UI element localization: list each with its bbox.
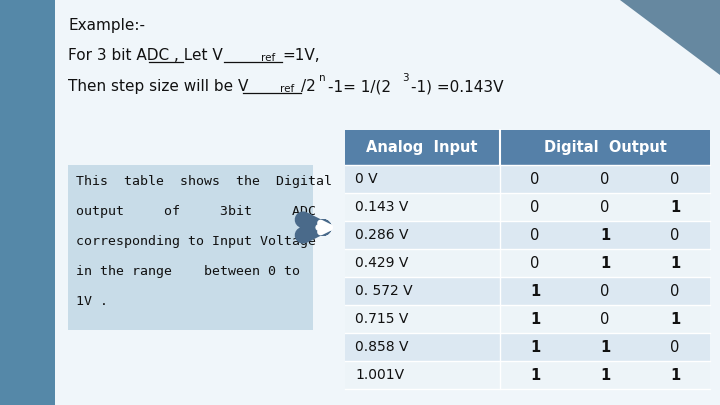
Text: 0: 0 <box>531 256 540 271</box>
Text: 0: 0 <box>600 171 610 186</box>
Text: 1: 1 <box>600 256 610 271</box>
Text: corresponding to Input Voltage: corresponding to Input Voltage <box>76 235 316 248</box>
Text: 0 V: 0 V <box>355 172 377 186</box>
Text: 0: 0 <box>670 228 680 243</box>
Bar <box>345 249 710 277</box>
Text: For 3 bit ADC , Let V: For 3 bit ADC , Let V <box>68 48 222 63</box>
Bar <box>345 277 710 305</box>
Text: in the range    between 0 to: in the range between 0 to <box>76 265 300 278</box>
Text: Example:-: Example:- <box>68 18 145 33</box>
Text: Digital  Output: Digital Output <box>544 140 667 155</box>
Text: 1: 1 <box>670 367 680 382</box>
Bar <box>345 193 710 221</box>
Text: ref: ref <box>261 53 275 63</box>
Text: 1: 1 <box>530 311 540 326</box>
Polygon shape <box>620 0 720 75</box>
Bar <box>345 333 710 361</box>
Text: 0. 572 V: 0. 572 V <box>355 284 413 298</box>
Text: 1: 1 <box>670 311 680 326</box>
Text: 0: 0 <box>531 228 540 243</box>
Text: 1.001V: 1.001V <box>355 368 404 382</box>
Text: 0: 0 <box>670 284 680 298</box>
Text: 0.143 V: 0.143 V <box>355 200 408 214</box>
Bar <box>345 361 710 389</box>
Text: /2: /2 <box>301 79 316 94</box>
Text: -1= 1/(2: -1= 1/(2 <box>328 79 391 94</box>
Text: 1: 1 <box>600 367 610 382</box>
Text: 0.286 V: 0.286 V <box>355 228 408 242</box>
Text: 1: 1 <box>670 200 680 215</box>
Text: Analog  Input: Analog Input <box>366 140 478 155</box>
Text: 0: 0 <box>670 339 680 354</box>
Bar <box>345 305 710 333</box>
Text: 1: 1 <box>670 256 680 271</box>
Text: Then step size will be V: Then step size will be V <box>68 79 248 94</box>
Text: 0: 0 <box>600 284 610 298</box>
Text: 0.858 V: 0.858 V <box>355 340 408 354</box>
Text: This  table  shows  the  Digital: This table shows the Digital <box>76 175 332 188</box>
Text: 0: 0 <box>531 171 540 186</box>
Bar <box>345 165 710 193</box>
Bar <box>0 0 55 405</box>
Text: n: n <box>319 73 325 83</box>
Text: 0.715 V: 0.715 V <box>355 312 408 326</box>
Text: 0.429 V: 0.429 V <box>355 256 408 270</box>
Bar <box>68 165 313 330</box>
Text: 0: 0 <box>600 311 610 326</box>
Text: ref: ref <box>280 84 294 94</box>
Text: 1V .: 1V . <box>76 295 108 308</box>
Text: 3: 3 <box>402 73 409 83</box>
Bar <box>345 221 710 249</box>
Text: =1V,: =1V, <box>282 48 320 63</box>
Text: 0: 0 <box>531 200 540 215</box>
Text: 1: 1 <box>530 339 540 354</box>
Text: 1: 1 <box>600 228 610 243</box>
Bar <box>345 130 710 165</box>
Text: 1: 1 <box>530 284 540 298</box>
Text: 1: 1 <box>600 339 610 354</box>
Text: 0: 0 <box>670 171 680 186</box>
Text: -1) =0.143V: -1) =0.143V <box>411 79 503 94</box>
Text: 1: 1 <box>530 367 540 382</box>
Text: 0: 0 <box>600 200 610 215</box>
Text: output     of     3bit     ADC: output of 3bit ADC <box>76 205 316 218</box>
